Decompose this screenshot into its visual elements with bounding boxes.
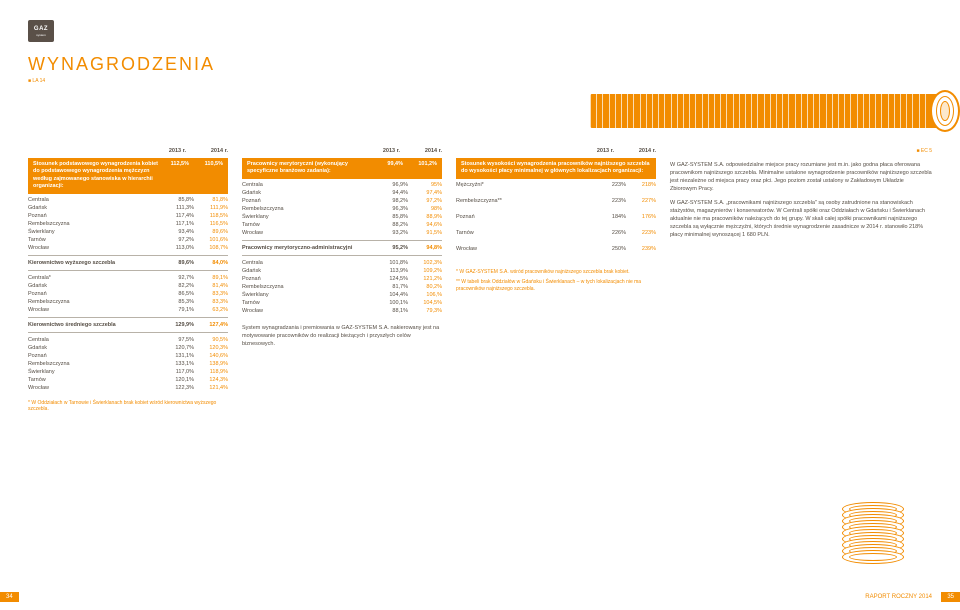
col4-p2: W GAZ-SYSTEM S.A. „pracownikami najniższ… xyxy=(670,200,932,240)
col1-table-2: Centrala*92,7%89,1%Gdańsk82,2%81,4%Pozna… xyxy=(28,274,228,314)
table-row: Rembelszczyzna85,3%83,3% xyxy=(28,298,228,306)
page-title: WYNAGRODZENIA xyxy=(28,54,215,75)
coins-graphic xyxy=(842,502,920,564)
col1-table-1: Centrala85,8%81,8%Gdańsk111,3%111,9%Pozn… xyxy=(28,196,228,252)
col-wynagrodzenia-kobiet: 2013 r. 2014 r. Stosunek podstawowego wy… xyxy=(28,148,228,413)
col3-header: Stosunek wysokości wynagrodzenia pracown… xyxy=(456,158,656,179)
la-tag: LA 14 xyxy=(28,78,45,84)
col2-header: Pracownicy merytoryczni (wykonujący spec… xyxy=(242,158,442,179)
table-row: Wrocław93,2%91,5% xyxy=(242,229,442,237)
col2-paragraph: System wynagradzania i premiowania w GAZ… xyxy=(242,325,442,349)
table-row: Poznań131,1%140,6% xyxy=(28,352,228,360)
table-row: Świerklany93,4%89,6% xyxy=(28,228,228,236)
col1-table-3: Centrala97,5%90,5%Gdańsk120,7%120,3%Pozn… xyxy=(28,336,228,392)
col2-sec2-head: Pracownicy merytoryczno-administracyjni … xyxy=(242,244,442,252)
table-row: Wrocław88,1%79,3% xyxy=(242,307,442,315)
col3-footnote-2: ** W tabeli brak Oddziałów w Gdańsku i Ś… xyxy=(456,279,656,292)
year-header: 2013 r. 2014 r. xyxy=(456,148,656,154)
col3-footnote-1: * W GAZ-SYSTEM S.A. wśród pracowników na… xyxy=(456,269,656,276)
table-row: Tarnów97,2%101,6% xyxy=(28,236,228,244)
table-row: Poznań98,2%97,2% xyxy=(242,197,442,205)
table-row: Tarnów100,1%104,5% xyxy=(242,299,442,307)
year-2013: 2013 r. xyxy=(158,148,186,154)
col4-p1: W GAZ-SYSTEM S.A. odpowiedzialne miejsce… xyxy=(670,162,932,194)
table-row: Gdańsk113,9%109,2% xyxy=(242,267,442,275)
col-pracownicy-merytoryczni: 2013 r. 2014 r. Pracownicy merytoryczni … xyxy=(242,148,442,413)
table-row: Mężczyźni*223%218% xyxy=(456,181,656,189)
table-row: Gdańsk94,4%97,4% xyxy=(242,189,442,197)
col2-table-1: Centrala96,9%95%Gdańsk94,4%97,4%Poznań98… xyxy=(242,181,442,237)
table-row: Świerklany104,4%106,% xyxy=(242,291,442,299)
table-row: Gdańsk111,3%111,9% xyxy=(28,204,228,212)
col1-footnote: * W Oddziałach w Tarnowie i Świerklanach… xyxy=(28,400,228,413)
table-row: Tarnów120,1%124,3% xyxy=(28,376,228,384)
table-row: Wrocław250%239% xyxy=(456,245,656,253)
table-row: Rembelszczyzna81,7%80,2% xyxy=(242,283,442,291)
logo: GAZ system xyxy=(28,20,54,42)
col-description: W GAZ-SYSTEM S.A. odpowiedzialne miejsce… xyxy=(670,148,932,413)
table-row: Tarnów88,2%94,6% xyxy=(242,221,442,229)
col1-sec2-head: Kierownictwo wyższego szczebla 89,6% 84,… xyxy=(28,259,228,267)
col-placa-minimalna: 2013 r. 2014 r. Stosunek wysokości wynag… xyxy=(456,148,656,413)
logo-text: GAZ xyxy=(34,26,48,32)
table-row: Poznań117,4%118,5% xyxy=(28,212,228,220)
table-row: Tarnów226%223% xyxy=(456,229,656,237)
table-row: Rembelszczyzna117,1%116,5% xyxy=(28,220,228,228)
table-row: Wrocław122,3%121,4% xyxy=(28,384,228,392)
year-header: 2013 r. 2014 r. xyxy=(28,148,228,154)
table-row: Poznań86,5%83,3% xyxy=(28,290,228,298)
table-row: Rembelszczyzna96,3%98% xyxy=(242,205,442,213)
page-number-left: 34 xyxy=(0,592,19,602)
year-header: 2013 r. 2014 r. xyxy=(242,148,442,154)
table-row: Gdańsk120,7%120,3% xyxy=(28,344,228,352)
col2-table-2: Centrala101,8%102,3%Gdańsk113,9%109,2%Po… xyxy=(242,259,442,315)
table-row: Centrala*92,7%89,1% xyxy=(28,274,228,282)
logo-sub: system xyxy=(36,33,46,37)
col3-table: Mężczyźni*223%218% Rembelszczyzna**223%22… xyxy=(456,181,656,261)
table-row: Centrala96,9%95% xyxy=(242,181,442,189)
table-row: Poznań184%176% xyxy=(456,213,656,221)
table-row: Wrocław113,0%108,7% xyxy=(28,244,228,252)
table-row: Centrala97,5%90,5% xyxy=(28,336,228,344)
table-row: Poznań124,5%121,2% xyxy=(242,275,442,283)
col1-header: Stosunek podstawowego wynagrodzenia kobi… xyxy=(28,158,228,194)
table-row: Świerklany117,0%118,9% xyxy=(28,368,228,376)
table-row: Rembelszczyzna133,1%138,9% xyxy=(28,360,228,368)
table-row: Wrocław79,1%63,2% xyxy=(28,306,228,314)
col1-sec3-head: Kierownictwo średniego szczebla 129,9% 1… xyxy=(28,321,228,329)
table-row: Świerklany85,8%88,9% xyxy=(242,213,442,221)
page-number-right: 35 xyxy=(941,592,960,602)
table-row: Centrala85,8%81,8% xyxy=(28,196,228,204)
table-row: Gdańsk82,2%81,4% xyxy=(28,282,228,290)
pipe-graphic xyxy=(590,80,960,132)
table-row: Centrala101,8%102,3% xyxy=(242,259,442,267)
table-row: Rembelszczyzna**223%227% xyxy=(456,197,656,205)
year-2014: 2014 r. xyxy=(200,148,228,154)
footer-report: RAPORT ROCZNY 2014 xyxy=(865,594,932,600)
